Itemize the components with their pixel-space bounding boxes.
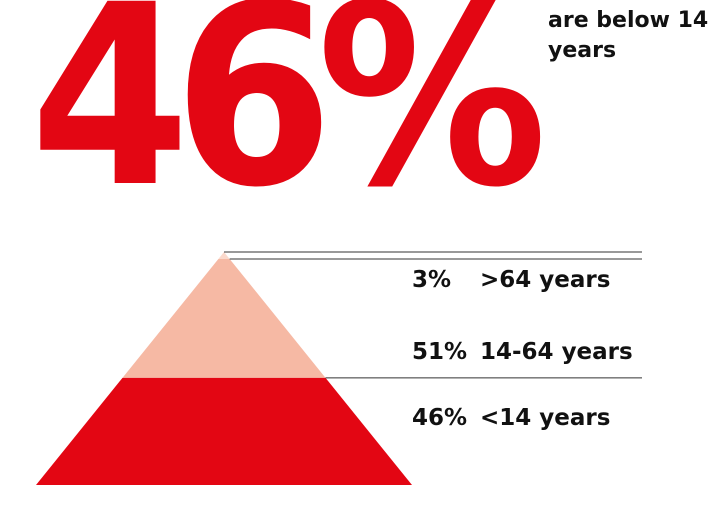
tier-14-64-band (122, 258, 326, 378)
tier-range: >64 years (480, 267, 611, 293)
tier-label-under-14: 46% <14 years (412, 404, 610, 432)
tier-label-14-64: 51% 14-64 years (412, 338, 633, 366)
tier-range: 14-64 years (480, 339, 633, 365)
tier-percent: 3% (412, 267, 452, 293)
tier-percent: 46% (412, 405, 468, 431)
tier-under-14-band (36, 377, 412, 485)
headline-percentage: 46% (30, 0, 547, 242)
tier-percent: 51% (412, 339, 468, 365)
tier-label-over-64: 3% >64 years (412, 266, 610, 294)
headline-caption: are below 14 years (548, 8, 709, 63)
tier-over-64-band (218, 252, 230, 259)
tier-range: <14 years (480, 405, 611, 431)
